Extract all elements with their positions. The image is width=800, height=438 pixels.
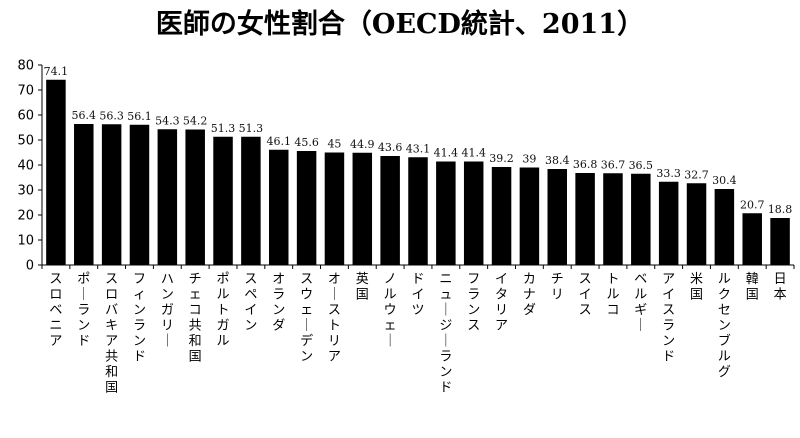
data-label: 43.6 [378, 141, 403, 154]
bar [352, 152, 373, 265]
x-tick-label: 英国 [356, 272, 369, 303]
data-label: 45 [327, 138, 341, 151]
data-label: 41.4 [461, 147, 486, 160]
x-axis [41, 264, 795, 269]
data-label: 54.2 [183, 115, 208, 128]
bar [436, 161, 456, 265]
x-tick-label: 韓国 [746, 272, 759, 303]
category-labels-group: スロベニア ポ｜ランド スロバキア共和国 フィンランド ハンガリ｜ チェコ共和国 ポルトガル… [49, 272, 786, 396]
x-tick-label: フィンランド [133, 272, 146, 365]
bar [74, 124, 94, 265]
y-tick-label: 10 [17, 234, 34, 249]
data-label: 36.5 [629, 159, 654, 172]
bar [770, 218, 790, 265]
data-label: 30.4 [712, 174, 737, 187]
y-axis: 0 10 20 30 40 50 60 70 80 [17, 59, 43, 274]
bar [296, 151, 317, 265]
bar [463, 161, 484, 265]
bar [742, 213, 762, 265]
x-tick-label: ニュ｜ジ｜ランド [439, 272, 452, 396]
data-label: 39 [522, 153, 536, 166]
y-tick-label: 20 [17, 209, 34, 224]
y-tick-label: 40 [17, 159, 34, 174]
bar [491, 167, 512, 265]
x-tick-label: トルコ [606, 272, 619, 318]
bar [658, 181, 679, 265]
bar [185, 129, 205, 265]
data-label: 56.1 [127, 110, 152, 123]
data-label: 51.3 [211, 122, 236, 135]
data-label: 41.4 [434, 147, 459, 160]
x-tick-label: チリ [551, 272, 564, 303]
bar [575, 173, 595, 265]
bar [631, 173, 651, 265]
y-tick-label: 70 [17, 84, 34, 99]
x-tick-label: ノルウェ｜ [384, 272, 397, 349]
chart-title: 医師の女性割合（OECD統計、2011） [156, 8, 644, 40]
data-label: 20.7 [740, 198, 765, 211]
data-label: 45.6 [294, 136, 319, 149]
data-label: 36.8 [573, 158, 598, 171]
bar [603, 173, 623, 265]
x-tick-label: ルクセンブルグ [718, 272, 731, 380]
x-tick-label: ハンガリ｜ [161, 272, 174, 349]
y-tick-label: 60 [17, 109, 34, 124]
data-label: 43.1 [406, 142, 431, 155]
data-label: 18.8 [768, 203, 793, 216]
x-tick-label: アイスランド [662, 272, 675, 365]
bar [241, 136, 261, 265]
x-tick-label: ポルトガル [217, 272, 230, 349]
bar [101, 124, 122, 265]
data-label: 33.3 [656, 167, 681, 180]
x-tick-label: オ｜ストリア [328, 272, 341, 365]
data-label: 54.3 [155, 114, 180, 127]
x-tick-label: スペイン [244, 272, 257, 334]
x-tick-label: ドイツ [411, 272, 424, 318]
bar [324, 152, 345, 265]
data-label: 38.4 [545, 154, 570, 167]
x-tick-label: チェコ共和国 [189, 272, 202, 365]
data-label: 32.7 [684, 168, 709, 181]
y-tick-label: 0 [26, 259, 34, 274]
bar [268, 149, 289, 265]
y-tick-label: 80 [17, 59, 34, 74]
bar [213, 136, 233, 265]
x-tick-label: ポ｜ランド [77, 272, 90, 349]
bar [714, 189, 735, 265]
bar [519, 167, 540, 265]
x-tick-label: スロバキア共和国 [105, 272, 118, 396]
bar [129, 124, 150, 265]
x-tick-label: スロベニア [49, 272, 62, 349]
data-label: 44.9 [350, 138, 375, 151]
bars-group [46, 79, 790, 265]
bar [46, 79, 66, 265]
x-tick-label: 日本 [774, 272, 787, 303]
data-label: 56.3 [99, 109, 124, 122]
x-tick-label: 米国 [690, 272, 703, 303]
y-tick-label: 50 [17, 134, 34, 149]
bar [380, 156, 400, 265]
data-label: 36.7 [601, 158, 626, 171]
x-tick-label: カナダ [523, 272, 536, 318]
x-tick-label: オランダ [272, 272, 285, 334]
bar [408, 157, 428, 265]
x-tick-label: イタリア [495, 272, 508, 334]
data-label: 51.3 [239, 122, 264, 135]
x-tick-label: ベルギ｜ [634, 272, 647, 334]
x-tick-label: スウェ｜デン [300, 272, 313, 365]
bar [157, 129, 178, 265]
bar [547, 169, 568, 265]
data-label: 39.2 [489, 152, 514, 165]
data-label: 74.1 [44, 65, 69, 78]
x-tick-label: フランス [467, 272, 480, 334]
x-tick-label: スイス [579, 272, 592, 318]
y-tick-label: 30 [17, 184, 34, 199]
data-label: 46.1 [266, 135, 291, 148]
bar [686, 183, 707, 265]
value-labels-group: 74.156.4 56.3 56.1 54.3 54.251.3 51.346.1 45.6… [44, 65, 793, 216]
data-label: 56.4 [72, 109, 97, 122]
